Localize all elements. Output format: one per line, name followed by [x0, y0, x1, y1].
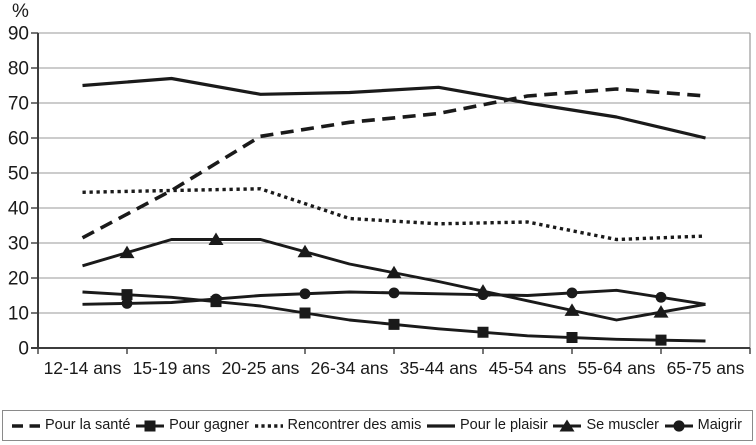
- x-category-label: 12-14 ans: [44, 358, 122, 378]
- series-line-rencontrer-des-amis: [82, 187, 706, 242]
- square-marker-pour-gagner: [299, 307, 311, 319]
- x-category-label: 65-75 ans: [667, 358, 745, 378]
- triangle-marker-se-muscler: [653, 305, 669, 318]
- triangle-marker-se-muscler: [386, 265, 402, 279]
- square-marker-line-icon: [136, 420, 165, 431]
- y-axis-unit-label: %: [12, 1, 29, 22]
- y-tick-label: 70: [8, 94, 29, 115]
- square-marker-pour-gagner: [655, 334, 667, 346]
- circle-marker-maigrir: [388, 287, 400, 299]
- y-tick-label: 90: [8, 24, 29, 45]
- y-tick-label: 40: [8, 199, 29, 220]
- square-marker-pour-gagner: [477, 326, 489, 338]
- x-category-label: 20-25 ans: [222, 358, 300, 378]
- y-tick-label: 0: [18, 339, 29, 360]
- triangle-marker-se-muscler: [297, 244, 313, 258]
- legend: Pour la santé Pour gagner Rencontrer des…: [2, 410, 753, 441]
- y-tick-label: 50: [8, 164, 29, 185]
- x-category-label: 35-44 ans: [400, 358, 478, 378]
- y-tick-label: 30: [8, 234, 29, 255]
- dashed-line-icon: [12, 423, 40, 428]
- legend-label: Maigrir: [697, 416, 742, 433]
- circle-marker-maigrir: [210, 293, 222, 305]
- y-tick-label: 10: [8, 304, 29, 325]
- circle-marker-maigrir: [655, 291, 667, 303]
- legend-item-pour-le-plaisir: Pour le plaisir: [426, 418, 548, 434]
- x-category-label: 55-64 ans: [578, 358, 656, 378]
- y-tick-label: 80: [8, 59, 29, 80]
- series-line-pour-le-plaisir: [82, 76, 706, 140]
- y-tick-label: 60: [8, 129, 29, 150]
- series-line-se-muscler: [82, 238, 706, 322]
- square-marker-pour-gagner: [388, 318, 400, 330]
- circle-marker-line-icon: [664, 419, 693, 432]
- legend-label: Rencontrer des amis: [287, 416, 422, 433]
- legend-item-pour-gagner: Pour gagner: [135, 418, 249, 434]
- legend-label: Se muscler: [586, 416, 659, 433]
- legend-label: Pour la santé: [45, 416, 131, 433]
- legend-item-maigrir: Maigrir: [664, 418, 742, 434]
- circle-marker-maigrir: [566, 287, 578, 299]
- triangle-marker-line-icon: [553, 419, 582, 431]
- triangle-marker-se-muscler: [564, 303, 580, 316]
- legend-label: Pour gagner: [169, 416, 249, 433]
- square-marker-pour-gagner: [566, 332, 578, 343]
- circle-marker-maigrir: [477, 289, 489, 301]
- legend-label: Pour le plaisir: [459, 416, 548, 433]
- triangle-marker-se-muscler: [119, 245, 135, 259]
- series-line-pour-la-sant-: [81, 87, 706, 240]
- circle-marker-maigrir: [299, 288, 311, 300]
- x-category-label: 15-19 ans: [133, 358, 211, 378]
- x-category-label: 45-54 ans: [489, 358, 567, 378]
- x-category-label: 26-34 ans: [311, 358, 389, 378]
- dotted-line-icon: [254, 423, 283, 428]
- series-line-pour-gagner: [82, 290, 706, 343]
- triangle-marker-se-muscler: [208, 232, 224, 245]
- line-chart-svg: 0 10 20 30 40 50 60 70 80 90% 12-14 ans 15-19 ans 20…: [8, 1, 751, 378]
- legend-item-se-muscler: Se muscler: [552, 418, 659, 434]
- circle-marker-maigrir: [121, 297, 133, 309]
- square-marker-pour-gagner: [121, 289, 133, 301]
- legend-item-pour-la-sante: Pour la santé: [11, 418, 130, 434]
- solid-line-icon: [426, 423, 455, 428]
- legend-item-rencontrer-des-amis: Rencontrer des amis: [254, 416, 422, 434]
- y-tick-label: 20: [8, 269, 29, 290]
